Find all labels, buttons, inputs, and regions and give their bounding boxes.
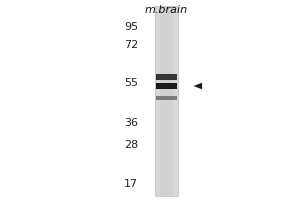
- Bar: [156, 74, 177, 80]
- Text: 28: 28: [124, 140, 138, 150]
- Bar: [156, 96, 177, 100]
- Text: 55: 55: [124, 78, 138, 88]
- Bar: [156, 83, 177, 89]
- Bar: [155, 6, 178, 196]
- Text: 72: 72: [124, 40, 138, 50]
- Bar: [160, 6, 173, 196]
- Text: 95: 95: [124, 22, 138, 32]
- Polygon shape: [194, 83, 202, 89]
- Text: 36: 36: [124, 118, 138, 128]
- Text: m.brain: m.brain: [145, 5, 188, 15]
- Text: 17: 17: [124, 179, 138, 189]
